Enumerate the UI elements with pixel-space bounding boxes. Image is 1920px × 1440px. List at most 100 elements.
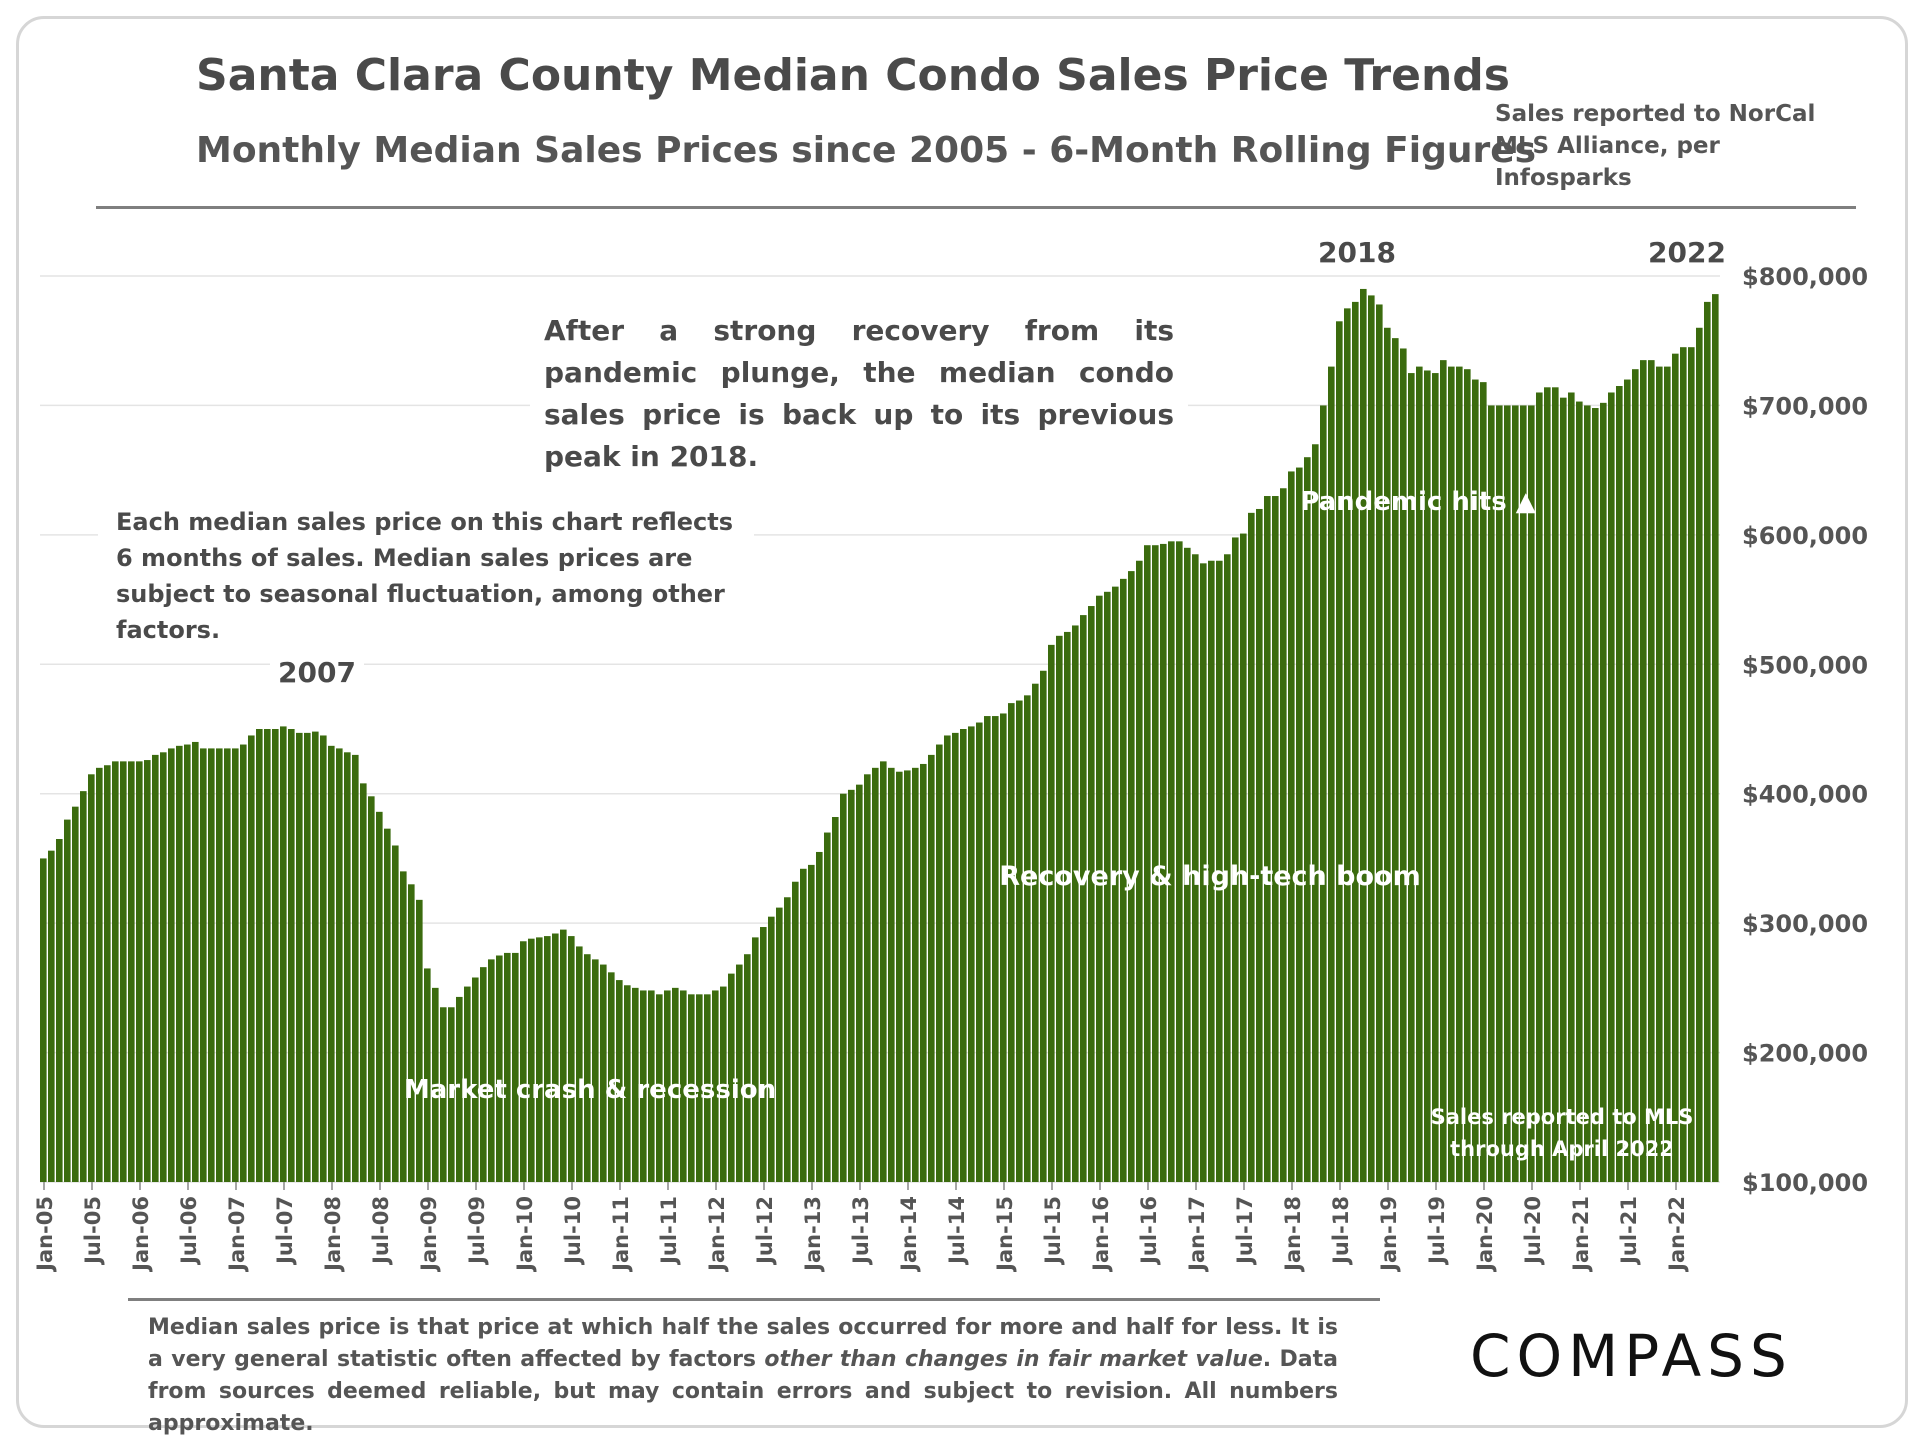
bar (1448, 366, 1455, 1183)
bar (1592, 408, 1599, 1182)
x-tick-label: Jul-13 (849, 1196, 873, 1266)
bar (48, 850, 55, 1182)
bar (1216, 560, 1223, 1182)
bar (920, 763, 927, 1182)
bar (872, 767, 879, 1182)
bar (328, 745, 335, 1182)
bar (424, 968, 431, 1182)
bar (544, 936, 551, 1182)
bar (1184, 547, 1191, 1182)
year-label-2018: 2018 (1310, 236, 1404, 269)
bar (1536, 392, 1543, 1182)
bar (1272, 496, 1279, 1182)
x-tick-label: Jul-19 (1425, 1196, 1449, 1266)
bar (1400, 348, 1407, 1183)
y-tick-label: $300,000 (1742, 910, 1868, 938)
bar (208, 748, 215, 1182)
bar (984, 716, 991, 1182)
bar (1120, 578, 1127, 1182)
bar (400, 871, 407, 1182)
bar (552, 933, 559, 1182)
x-tick-label: Jul-12 (753, 1196, 777, 1266)
bar (1280, 488, 1287, 1182)
bar (1408, 373, 1415, 1182)
bar (280, 726, 287, 1182)
x-tick-label: Jan-14 (897, 1196, 921, 1273)
bar (88, 774, 95, 1182)
bar (1664, 366, 1671, 1183)
bar (1440, 360, 1447, 1182)
y-tick-label: $400,000 (1742, 781, 1868, 809)
bar (1616, 386, 1623, 1182)
bar-chart: $100,000 $200,000 $300,000 $400,000 $500,000… (33, 263, 1868, 1273)
bar (384, 828, 391, 1182)
bar (344, 752, 351, 1182)
bar (360, 783, 367, 1182)
bar (288, 729, 295, 1182)
bar (104, 765, 111, 1182)
x-tick-label: Jul-07 (273, 1196, 297, 1266)
bar (912, 767, 919, 1182)
x-tick-label: Jul-21 (1617, 1196, 1641, 1266)
bar (80, 791, 87, 1182)
bar (1000, 713, 1007, 1182)
bar (1344, 308, 1351, 1182)
x-tick-label: Jul-06 (177, 1196, 201, 1266)
bar (1288, 471, 1295, 1182)
bar (736, 964, 743, 1182)
bar (1152, 545, 1159, 1182)
bar (96, 767, 103, 1182)
bar (1096, 595, 1103, 1182)
bar (1176, 541, 1183, 1182)
y-tick-label: $600,000 (1742, 522, 1868, 550)
bar (1472, 379, 1479, 1182)
bar (392, 845, 399, 1182)
x-tick-label: Jan-19 (1377, 1196, 1401, 1273)
bar (864, 774, 871, 1182)
bar (432, 987, 439, 1182)
bar (1456, 366, 1463, 1183)
bar (808, 864, 815, 1182)
bar (520, 941, 527, 1182)
bar (776, 907, 783, 1182)
x-tick-label: Jul-14 (945, 1196, 969, 1266)
x-tick-label: Jul-10 (561, 1196, 585, 1266)
bar (528, 938, 535, 1182)
bar (768, 916, 775, 1182)
bar (1552, 387, 1559, 1182)
bar (568, 936, 575, 1182)
bar (1560, 397, 1567, 1182)
bar (1528, 405, 1535, 1182)
x-tick-label: Jul-05 (81, 1196, 105, 1266)
bar (1696, 327, 1703, 1182)
bar (456, 996, 463, 1182)
bar (136, 761, 143, 1182)
mls-note-line1: Sales reported to MLS (1431, 1105, 1694, 1129)
bar (160, 752, 167, 1182)
x-tick-label: Jul-16 (1137, 1196, 1161, 1266)
bar (1056, 635, 1063, 1182)
bar (216, 748, 223, 1182)
bar (112, 761, 119, 1182)
bar (728, 973, 735, 1182)
bar (64, 819, 71, 1182)
bar (888, 767, 895, 1182)
bar (352, 754, 359, 1182)
bar (320, 735, 327, 1182)
bar (496, 955, 503, 1182)
bar (56, 839, 63, 1182)
bar (1304, 457, 1311, 1182)
x-tick-label: Jan-05 (33, 1196, 57, 1273)
bar (1464, 369, 1471, 1182)
bar (248, 735, 255, 1182)
bar (1328, 366, 1335, 1183)
bar (1064, 631, 1071, 1182)
bar (224, 748, 231, 1182)
bar (576, 946, 583, 1182)
x-tick-label: Jan-10 (513, 1196, 537, 1273)
bar (192, 741, 199, 1182)
x-tick-label: Jan-06 (129, 1196, 153, 1273)
bar (968, 726, 975, 1182)
bar (616, 980, 623, 1182)
bar (144, 760, 151, 1182)
